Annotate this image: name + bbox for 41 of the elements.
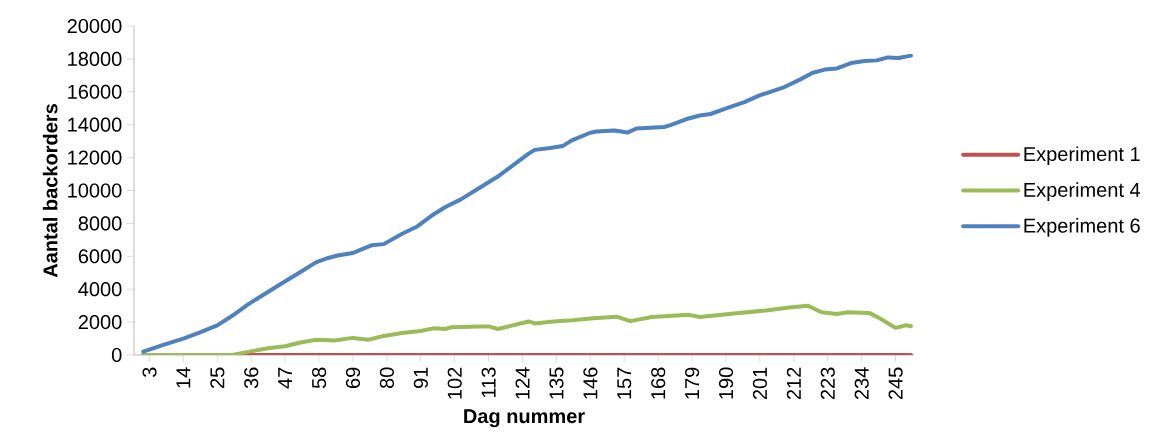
legend-label: Experiment 4 [1024, 182, 1141, 201]
x-tick-label: 223 [820, 367, 835, 400]
legend-label: Experiment 1 [1024, 146, 1140, 166]
x-tick-label: 146 [583, 367, 598, 399]
x-tick-label: 80 [379, 367, 394, 389]
y-tick-label: 12000 [68, 150, 122, 165]
y-tick-label: 16000 [68, 84, 122, 99]
x-tick-label: 36 [244, 367, 259, 389]
x-tick-label: 190 [718, 367, 734, 399]
legend-label: Experiment 6 [1024, 218, 1140, 237]
y-tick-label: 4000 [78, 282, 122, 297]
x-tick-label: 102 [447, 367, 462, 399]
line-series [141, 53, 913, 354]
y-tick-label: 20000 [67, 18, 122, 34]
x-tick-label: 3 [142, 367, 157, 378]
x-tick-label: 168 [651, 367, 666, 399]
y-tick-label: 18000 [68, 51, 122, 66]
x-tick-label: 245 [888, 367, 903, 400]
x-tick-label: 157 [617, 367, 632, 399]
y-tick-label: 6000 [78, 249, 122, 264]
x-tick-label: 47 [278, 367, 292, 389]
y-tick-label: 0 [111, 347, 122, 363]
x-tick-label: 25 [210, 367, 225, 388]
x-tick-label: 135 [549, 367, 564, 399]
line-series [141, 303, 913, 355]
y-tick-label: 14000 [68, 117, 122, 132]
x-tick-label: 179 [685, 367, 700, 399]
x-tick-label: 113 [481, 367, 496, 398]
y-tick-label: 8000 [78, 216, 122, 231]
x-tick-label: 58 [312, 367, 327, 389]
y-tick-label: 10000 [68, 183, 122, 198]
x-tick-label: 124 [515, 367, 530, 399]
x-tick-label: 212 [786, 367, 801, 400]
y-axis-title: Aantal backorders [42, 104, 58, 278]
x-tick-label: 234 [854, 367, 869, 400]
x-axis-title: Dag nummer [464, 409, 585, 428]
x-tick-label: 91 [413, 367, 428, 389]
x-tick-label: 201 [752, 367, 768, 400]
x-tick-label: 69 [345, 367, 361, 388]
x-tick-label: 14 [176, 367, 191, 388]
y-tick-label: 2000 [78, 315, 122, 330]
